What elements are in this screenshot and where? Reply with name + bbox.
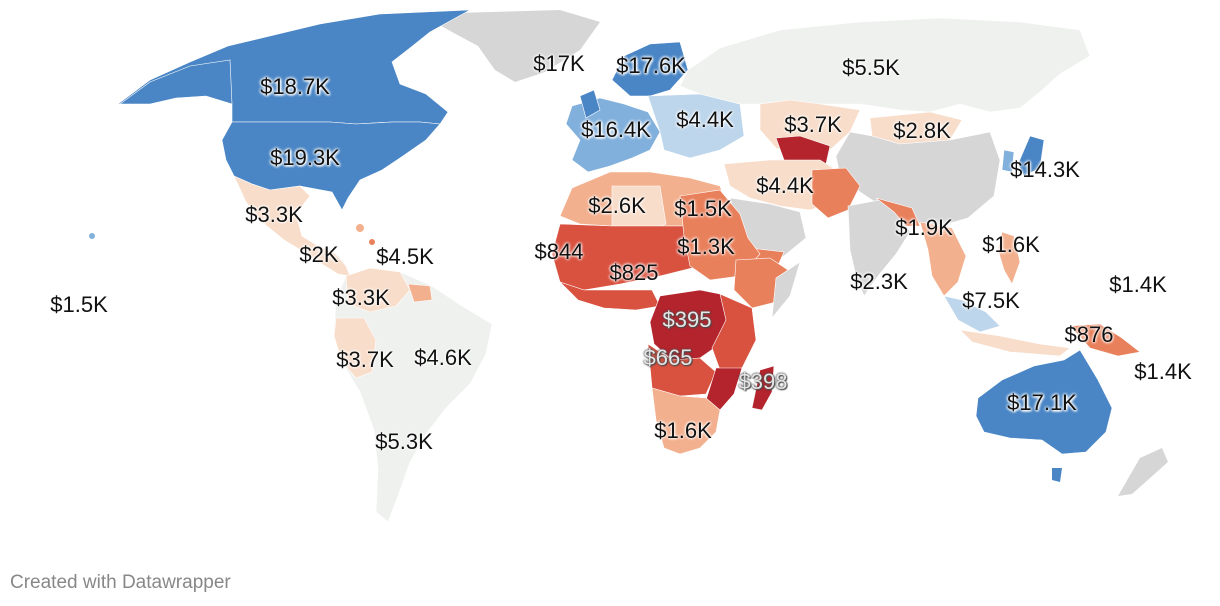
- label-caribbean: $4.5K: [376, 244, 434, 269]
- region-new-zealand: [1118, 448, 1168, 496]
- region-hawaii: [89, 233, 95, 239]
- region-congo: [649, 289, 731, 361]
- label-iceland: $17K: [533, 51, 585, 76]
- datawrapper-credit: Created with Datawrapper: [10, 572, 231, 593]
- label-australia: $17.1K: [1007, 390, 1077, 415]
- label-congo: $395: [662, 307, 712, 332]
- region-tasmania: [1052, 468, 1062, 482]
- label-egypt-libya: $1.5K: [674, 196, 732, 221]
- label-papua: $876: [1064, 322, 1114, 347]
- label-middle-east: $4.4K: [756, 173, 814, 198]
- region-indonesia: [959, 329, 1071, 357]
- region-bangladesh: [875, 197, 921, 227]
- region-colombia: [345, 267, 411, 313]
- region-peru: [333, 317, 377, 379]
- region-central-america: [303, 245, 351, 277]
- region-guyana: [407, 283, 433, 303]
- label-scandinavia: $17.6K: [616, 53, 686, 78]
- region-haiti: [369, 239, 375, 245]
- region-mexico: [233, 175, 319, 253]
- region-mozambique: [705, 367, 743, 411]
- region-russia: [679, 17, 1091, 113]
- label-central-asia: $3.7K: [784, 112, 842, 137]
- label-sahel: $825: [609, 260, 659, 285]
- label-sudan: $1.3K: [677, 234, 735, 259]
- region-western-europe: [565, 97, 661, 173]
- label-malaysia: $7.5K: [962, 288, 1020, 313]
- label-eastern-europe: $4.4K: [676, 107, 734, 132]
- label-colombia: $3.3K: [332, 285, 390, 310]
- region-southern-africa: [651, 387, 721, 455]
- label-usa: $19.3K: [270, 145, 340, 170]
- region-south-america: [333, 267, 493, 523]
- label-western-europe: $16.4K: [581, 117, 651, 142]
- region-canada: [117, 9, 471, 125]
- region-australia: [975, 349, 1113, 455]
- label-west-africa: $844: [534, 239, 584, 264]
- label-japan: $14.3K: [1010, 157, 1080, 182]
- label-southern-africa: $1.6K: [654, 418, 712, 443]
- label-north-africa: $2.6K: [588, 193, 646, 218]
- label-mongolia: $2.8K: [893, 118, 951, 143]
- world-map: $19.3K $18.7K $17K $17.6K $5.5K $16.4K $…: [50, 9, 1192, 523]
- region-japan: [1017, 135, 1045, 177]
- region-papua: [1069, 323, 1141, 357]
- label-mexico: $3.3K: [245, 202, 303, 227]
- region-madagascar: [751, 365, 775, 411]
- label-philippines: $1.6K: [982, 232, 1040, 257]
- label-micronesia: $1.4K: [1109, 272, 1167, 297]
- region-korea: [1001, 149, 1015, 173]
- region-philippines: [997, 231, 1021, 285]
- region-uk: [579, 89, 601, 119]
- label-russia: $5.5K: [842, 55, 900, 80]
- label-argentina: $5.3K: [375, 429, 433, 454]
- region-cuba: [356, 224, 364, 232]
- region-southeast-asia: [919, 221, 967, 297]
- label-brazil: $4.6K: [414, 345, 472, 370]
- world-map-svg: [89, 9, 1168, 523]
- label-madagascar: $398: [738, 369, 788, 394]
- region-greenland: [420, 10, 600, 82]
- label-angola: $665: [643, 345, 693, 370]
- label-peru: $3.7K: [336, 347, 394, 372]
- region-somalia: [771, 261, 801, 319]
- label-south-asia: $1.9K: [895, 215, 953, 240]
- label-central-america: $2K: [299, 242, 339, 267]
- label-solomon: $1.4K: [1134, 359, 1192, 384]
- label-canada: $18.7K: [260, 74, 330, 99]
- region-malaysia: [943, 295, 1001, 333]
- label-indian-ocean: $2.3K: [850, 269, 908, 294]
- label-hawaii: $1.5K: [50, 292, 108, 317]
- region-alaska: [119, 59, 233, 105]
